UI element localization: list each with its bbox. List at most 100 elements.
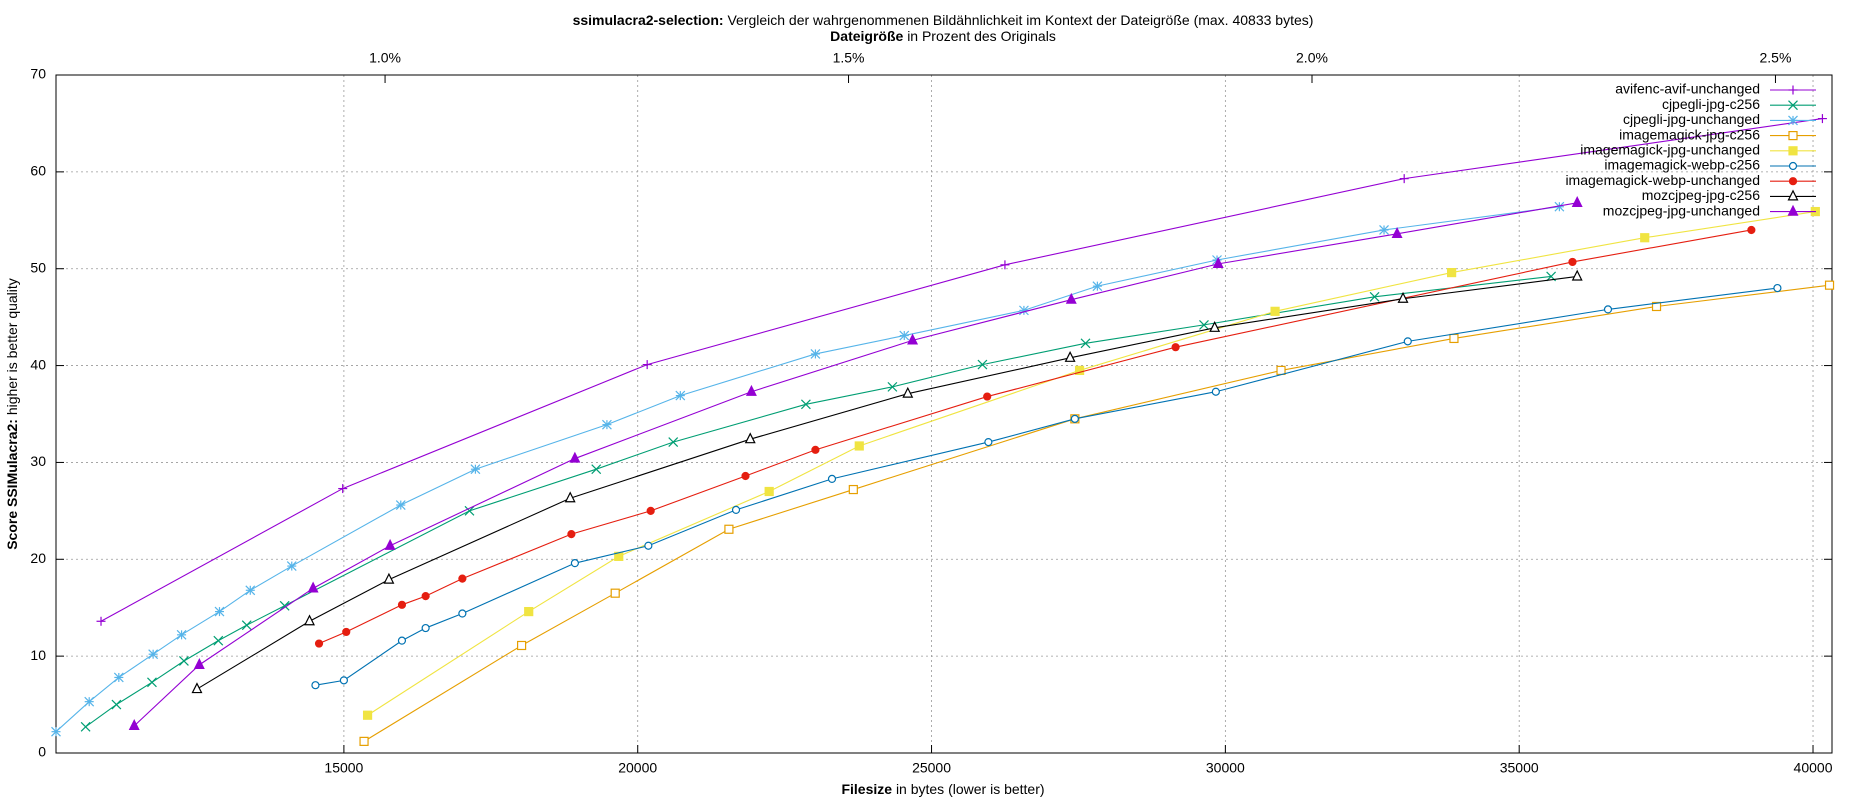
- point: [1788, 146, 1798, 156]
- point: [811, 445, 820, 454]
- point-shape: [421, 591, 430, 601]
- point: [395, 500, 406, 510]
- point: [642, 360, 652, 370]
- point-shape: [191, 682, 203, 694]
- point: [51, 726, 61, 737]
- point: [1788, 131, 1798, 141]
- point: [601, 419, 612, 430]
- point: [745, 384, 757, 396]
- point-stroke: [810, 349, 821, 359]
- point-shape: [339, 676, 348, 685]
- point: [458, 609, 467, 618]
- point: [339, 676, 348, 685]
- point: [1403, 337, 1412, 346]
- point: [1651, 301, 1662, 312]
- point-shape: [764, 486, 774, 497]
- point-stroke: [1554, 201, 1565, 212]
- point-shape: [193, 658, 205, 669]
- y-tick-label: 50: [30, 259, 46, 275]
- point-stroke: [113, 672, 124, 683]
- point: [610, 588, 620, 598]
- point-shape: [311, 681, 320, 690]
- point-shape: [516, 640, 527, 651]
- point-shape: [1787, 204, 1799, 216]
- point-shape: [610, 588, 620, 598]
- point-stroke: [591, 464, 602, 475]
- point: [1080, 338, 1091, 349]
- point: [977, 359, 988, 370]
- title-rest: Vergleich der wahrgenommenen Bildähnlich…: [727, 12, 1313, 28]
- point-shape: [1651, 301, 1662, 312]
- point-stroke: [601, 419, 612, 430]
- x-label-rest: in bytes (lower is better): [896, 781, 1045, 797]
- point-shape: [397, 600, 407, 609]
- legend-label: mozcjpeg-jpg-c256: [1642, 187, 1760, 203]
- y-label-rest: higher is better quality: [4, 278, 20, 415]
- point: [421, 623, 430, 633]
- point-stroke: [213, 635, 224, 646]
- x-tick-label: 15000: [324, 760, 363, 776]
- point: [1064, 350, 1076, 362]
- point: [148, 649, 159, 660]
- point: [1074, 365, 1085, 376]
- point: [741, 471, 750, 481]
- point-shape: [1788, 146, 1798, 156]
- point: [1447, 267, 1457, 278]
- point-shape: [724, 524, 734, 534]
- point: [1449, 333, 1459, 344]
- point-shape: [362, 710, 373, 720]
- point: [245, 585, 256, 596]
- point-shape: [1568, 257, 1577, 267]
- point: [111, 699, 122, 710]
- point: [899, 330, 910, 341]
- point-shape: [1747, 225, 1756, 235]
- point-shape: [1447, 267, 1457, 278]
- point-shape: [304, 614, 315, 626]
- point-stroke: [887, 381, 898, 392]
- point: [983, 392, 992, 401]
- point: [1070, 414, 1079, 423]
- point: [854, 441, 864, 451]
- y-tick-label: 0: [38, 744, 46, 760]
- point: [744, 432, 756, 444]
- point: [397, 600, 407, 609]
- point: [1092, 281, 1103, 292]
- point: [1788, 100, 1798, 111]
- point-stroke: [111, 699, 122, 710]
- point: [96, 616, 106, 626]
- point: [1211, 387, 1220, 396]
- y-tick-label: 60: [30, 163, 46, 179]
- point-shape: [848, 484, 858, 495]
- point-stroke: [464, 505, 475, 516]
- point: [569, 451, 581, 463]
- y-tick-label: 10: [30, 647, 46, 663]
- point: [1787, 189, 1799, 201]
- point-shape: [646, 506, 655, 515]
- point-shape: [359, 736, 369, 746]
- point: [458, 574, 467, 583]
- point: [191, 682, 203, 694]
- x-tick-label: 25000: [912, 760, 951, 776]
- point: [564, 491, 576, 503]
- point: [1640, 233, 1650, 243]
- point: [1824, 280, 1835, 290]
- point: [1018, 305, 1029, 316]
- point: [80, 721, 91, 732]
- point: [668, 437, 679, 448]
- x-tick-label: 35000: [1500, 760, 1539, 776]
- point-stroke: [214, 606, 225, 617]
- point: [1773, 283, 1782, 293]
- point-stroke: [245, 585, 256, 596]
- point: [176, 629, 187, 640]
- point-shape: [1788, 161, 1798, 171]
- point-stroke: [1199, 319, 1209, 330]
- point-stroke: [179, 656, 189, 666]
- point: [241, 620, 252, 631]
- chart-title: ssimulacra2-selection: Vergleich der wah…: [573, 12, 1314, 28]
- point: [1603, 305, 1613, 314]
- point-shape: [811, 445, 820, 454]
- point: [907, 333, 919, 345]
- point: [470, 464, 481, 475]
- point-stroke: [800, 399, 811, 410]
